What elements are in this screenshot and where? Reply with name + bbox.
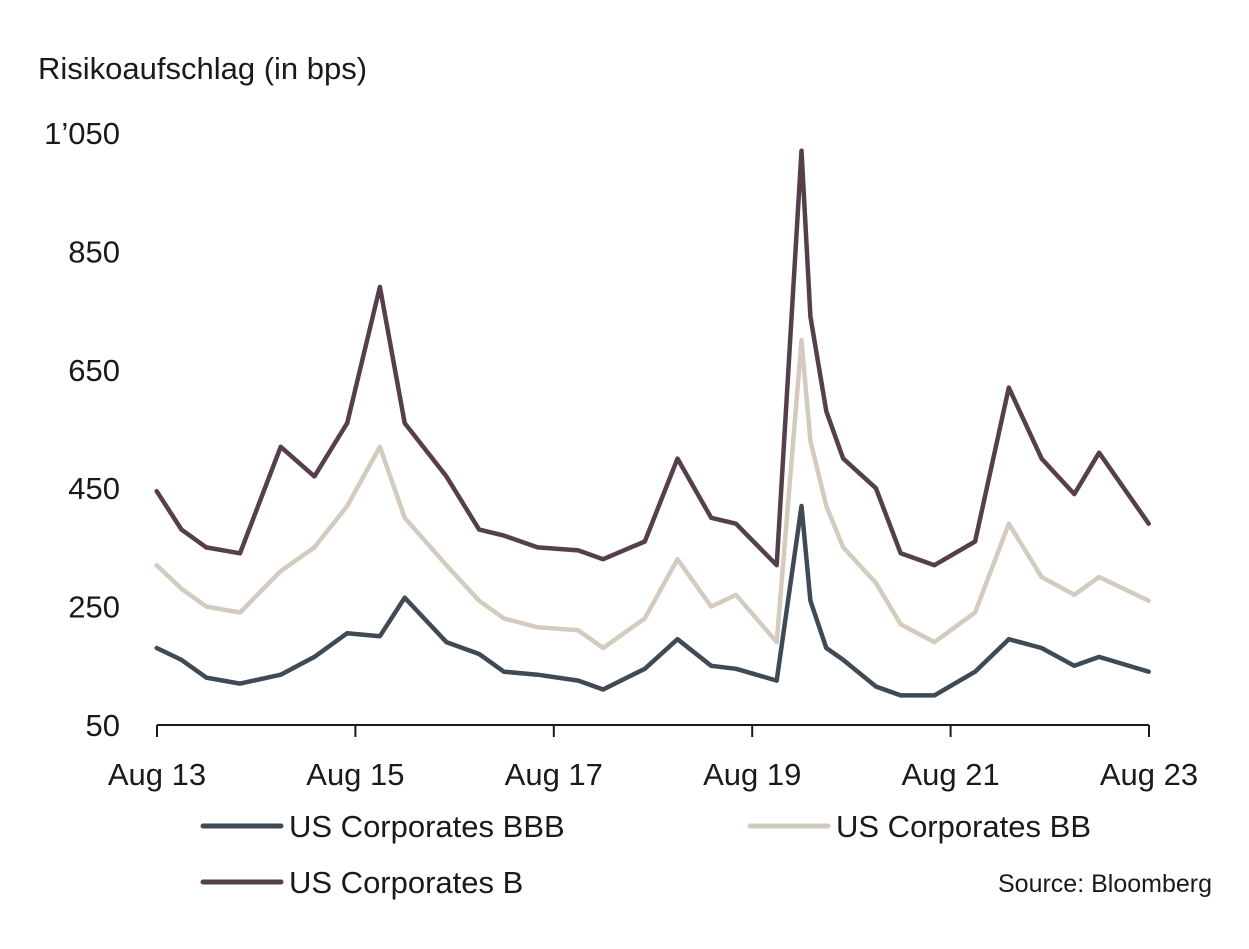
- x-tick-label: Aug 13: [108, 757, 206, 792]
- x-tick-label: Aug 19: [703, 757, 801, 792]
- y-tick-label: 450: [68, 471, 120, 506]
- x-tick-label: Aug 17: [505, 757, 603, 792]
- x-axis: Aug 13 Aug 15 Aug 17 Aug 19 Aug 21 Aug 23: [108, 724, 1198, 792]
- source-note: Source: Bloomberg: [998, 870, 1212, 898]
- y-tick-label: 650: [68, 353, 120, 388]
- legend-label: US Corporates BB: [836, 809, 1091, 844]
- legend-label: US Corporates BBB: [289, 809, 565, 844]
- y-tick-label: 1’050: [44, 116, 120, 151]
- series-line-us-corporates-b: [154, 148, 1151, 568]
- y-tick-label: 250: [68, 590, 120, 625]
- x-tick-label: Aug 21: [901, 757, 999, 792]
- x-tick-label: Aug 15: [306, 757, 404, 792]
- legend-label: US Corporates B: [289, 865, 523, 900]
- y-axis: 50 250 450 650 850 1’050: [44, 116, 120, 743]
- y-axis-title: Risikoaufschlag (in bps): [38, 51, 367, 86]
- plot-area: [154, 148, 1151, 698]
- y-tick-label: 50: [86, 708, 120, 743]
- series-line-us-corporates-bbb: [154, 503, 1151, 698]
- legend: US Corporates BBB US Corporates BB US Corp…: [200, 809, 1091, 900]
- series-line-us-corporates-bb: [154, 337, 1151, 651]
- y-tick-label: 850: [68, 234, 120, 269]
- x-tick-label: Aug 23: [1100, 757, 1198, 792]
